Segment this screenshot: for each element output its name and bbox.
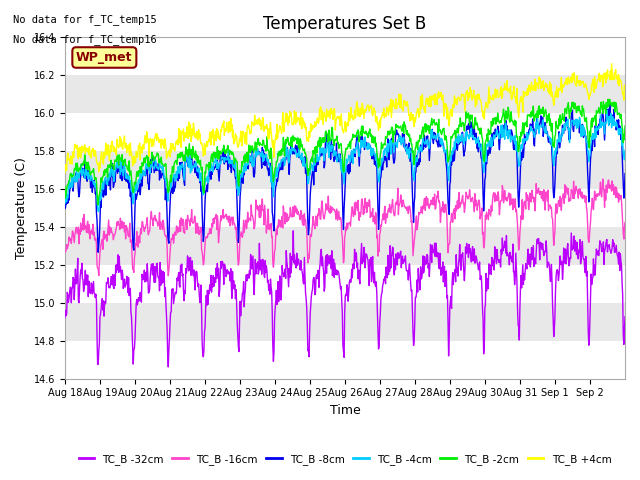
Bar — [65, 113, 625, 151]
Bar — [65, 265, 625, 303]
Bar — [65, 303, 625, 341]
Bar — [65, 227, 625, 265]
Text: No data for f_TC_temp15: No data for f_TC_temp15 — [13, 14, 157, 25]
Legend: TC_B -32cm, TC_B -16cm, TC_B -8cm, TC_B -4cm, TC_B -2cm, TC_B +4cm: TC_B -32cm, TC_B -16cm, TC_B -8cm, TC_B … — [74, 450, 616, 469]
Bar — [65, 341, 625, 379]
Y-axis label: Temperature (C): Temperature (C) — [15, 157, 28, 259]
Title: Temperatures Set B: Temperatures Set B — [263, 15, 427, 33]
Bar — [65, 189, 625, 227]
Text: No data for f_TC_temp16: No data for f_TC_temp16 — [13, 34, 157, 45]
Bar — [65, 75, 625, 113]
Bar — [65, 37, 625, 75]
Bar — [65, 151, 625, 189]
Text: WP_met: WP_met — [76, 51, 132, 64]
X-axis label: Time: Time — [330, 404, 360, 417]
Bar — [65, 0, 625, 37]
